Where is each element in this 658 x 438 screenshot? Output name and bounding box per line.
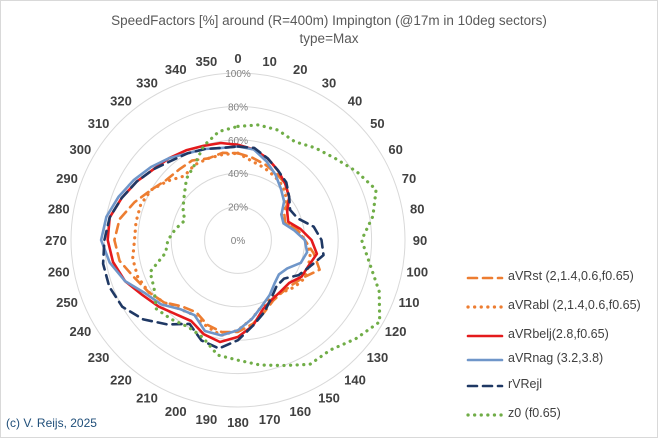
series-line-4: [101, 145, 325, 350]
series-line-3: [99, 145, 309, 337]
angle-label: 30: [322, 75, 336, 90]
legend-label: rVRejl: [508, 377, 543, 391]
angle-label: 140: [344, 372, 366, 387]
angle-label: 300: [70, 142, 92, 157]
legend-swatch: [466, 334, 504, 338]
angle-label: 170: [259, 412, 281, 427]
legend-label: aVRabl (2,1.4,0.6,f0.65): [508, 298, 641, 312]
grid-ring: [204, 206, 272, 274]
angle-label: 60: [388, 142, 402, 157]
angle-label: 70: [402, 171, 416, 186]
angle-label: 150: [318, 391, 340, 406]
angle-label: 280: [48, 201, 70, 216]
radial-tick-labels: 0% 20% 40% 60% 80% 100%: [225, 69, 251, 247]
legend-label: aVRnag (3.2,3.8): [508, 351, 604, 365]
angle-label: 190: [196, 412, 218, 427]
angle-label: 220: [110, 372, 132, 387]
angle-label: 200: [165, 404, 187, 419]
series-line-0: [113, 151, 321, 334]
angle-label: 130: [367, 350, 389, 365]
angle-label: 260: [48, 265, 70, 280]
legend-label: aVRbelj(2.8,f0.65): [508, 327, 609, 341]
legend-item: rVRejl: [464, 376, 658, 396]
legend-swatch: [466, 276, 504, 280]
legend-swatch: [466, 413, 504, 417]
radial-tick-label: 40%: [228, 169, 248, 180]
legend-label: aVRst (2,1.4,0.6,f0.65): [508, 269, 634, 283]
angle-label: 80: [410, 201, 424, 216]
angle-label: 330: [136, 75, 158, 90]
angle-label: 230: [88, 350, 110, 365]
legend-swatch: [466, 358, 504, 362]
series-line-5: [148, 123, 382, 368]
angle-label: 50: [370, 116, 384, 131]
angle-label: 320: [110, 94, 132, 109]
angle-label: 310: [88, 116, 110, 131]
radial-tick-label: 60%: [228, 136, 248, 147]
legend-item: z0 (f0.65): [464, 405, 658, 425]
angle-label: 340: [165, 62, 187, 77]
radial-tick-label: 100%: [225, 69, 251, 80]
angle-label: 250: [56, 295, 78, 310]
legend-item: aVRst (2,1.4,0.6,f0.65): [464, 268, 658, 288]
legend-item: aVRnag (3.2,3.8): [464, 350, 658, 370]
legend-swatch: [466, 384, 504, 388]
angle-label: 160: [289, 404, 311, 419]
legend-item: aVRabl (2,1.4,0.6,f0.65): [464, 297, 658, 317]
angle-label: 0: [234, 51, 241, 66]
angle-label: 180: [227, 415, 249, 430]
copyright-credit: (c) V. Reijs, 2025: [6, 416, 97, 430]
angle-label: 240: [70, 324, 92, 339]
radial-tick-label: 20%: [228, 203, 248, 214]
series-layer: [99, 123, 382, 368]
radial-tick-label: 0%: [231, 236, 246, 247]
angle-label: 20: [293, 62, 307, 77]
angle-label: 210: [136, 391, 158, 406]
radial-tick-label: 80%: [228, 102, 248, 113]
chart-title: SpeedFactors [%] around (R=400m) Impingt…: [111, 13, 547, 28]
angle-label: 10: [262, 54, 276, 69]
angle-label: 110: [399, 295, 420, 310]
angle-label: 350: [196, 54, 218, 69]
legend-swatch: [466, 305, 504, 309]
angle-label: 90: [413, 233, 427, 248]
chart-subtitle: type=Max: [299, 31, 359, 46]
series-line-2: [106, 141, 319, 344]
angle-label: 100: [406, 265, 428, 280]
angle-label: 120: [385, 324, 407, 339]
angle-label: 40: [348, 94, 362, 109]
angle-label: 290: [56, 171, 78, 186]
grid-ring: [70, 72, 406, 408]
angle-label: 270: [45, 233, 67, 248]
legend-item: aVRbelj(2.8,f0.65): [464, 326, 658, 346]
legend-label: z0 (f0.65): [508, 406, 561, 420]
